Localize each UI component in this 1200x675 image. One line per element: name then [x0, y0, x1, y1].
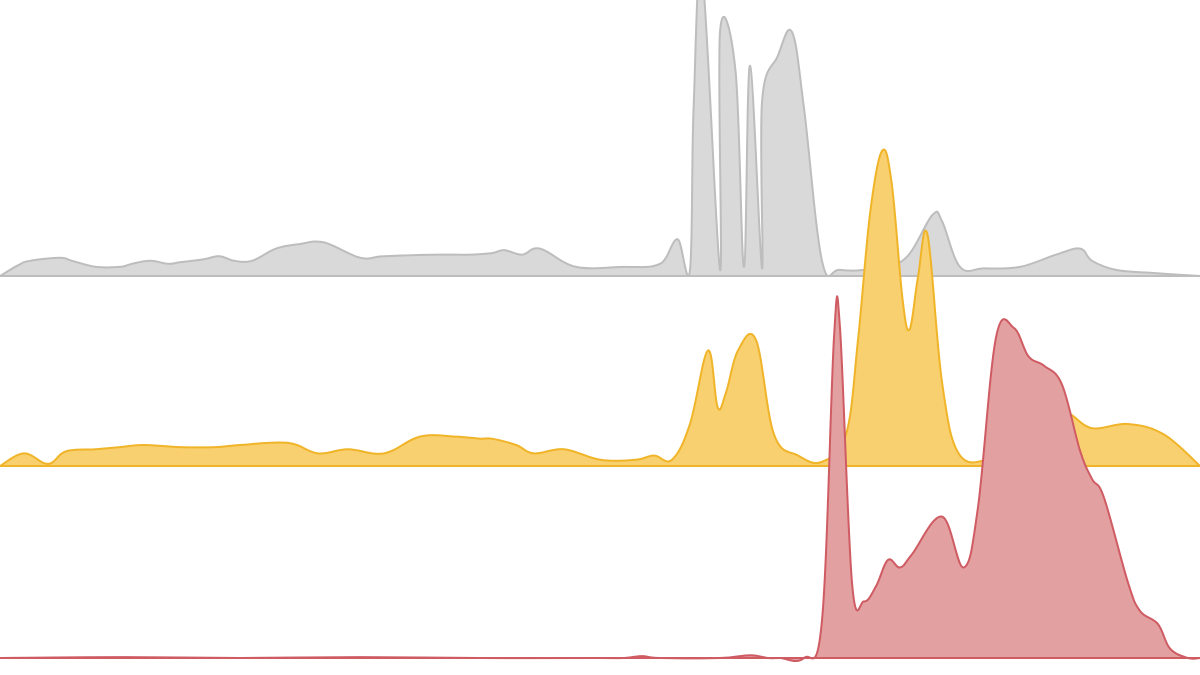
- ridge-area-3: [0, 296, 1200, 662]
- ridge-series-1: [0, 0, 1200, 278]
- ridge-area-2: [0, 149, 1200, 466]
- ridge-line-1: [0, 0, 1200, 278]
- ridge-series-3: [0, 295, 1200, 662]
- ridge-line-2: [0, 148, 1200, 467]
- ridge-area-1: [0, 0, 1200, 277]
